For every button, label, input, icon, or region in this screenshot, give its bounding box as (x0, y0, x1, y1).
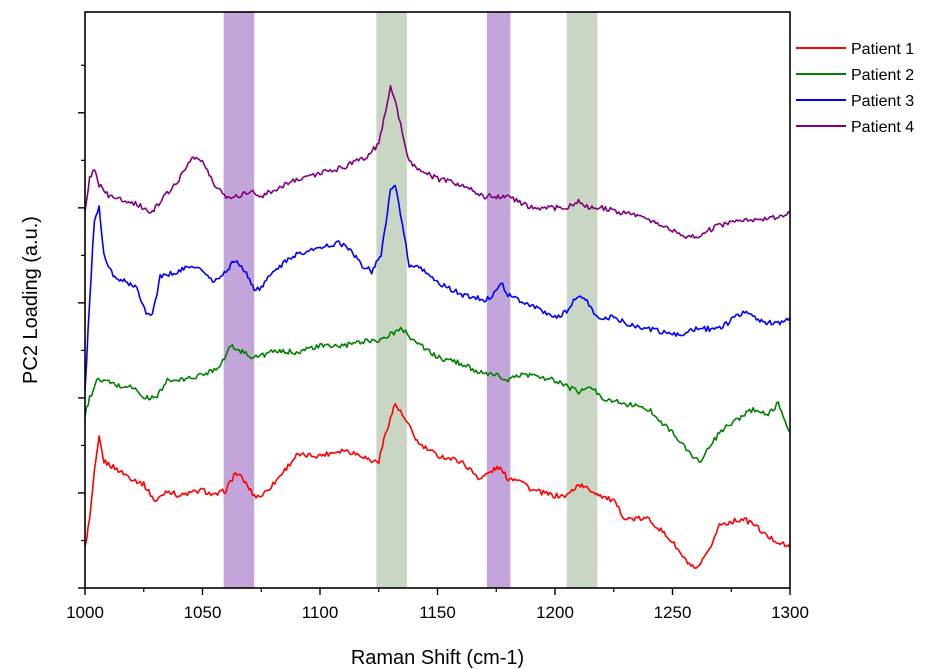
series-line-2 (84, 326, 791, 463)
legend-label-2: Patient 2 (851, 67, 914, 84)
plot-frame (84, 11, 791, 589)
series-lines (84, 85, 791, 569)
highlight-band-2 (376, 12, 407, 588)
highlight-band-4 (566, 12, 598, 588)
series-line-3 (84, 184, 791, 391)
y-axis-title: PC2 Loading (a.u.) (20, 216, 42, 384)
x-tick-label: 1150 (419, 603, 456, 622)
x-tick-label: 1300 (771, 603, 809, 622)
x-tick-label: 1000 (66, 603, 104, 622)
x-tick-label: 1200 (536, 603, 574, 622)
legend-label-3: Patient 3 (851, 93, 914, 110)
highlight-band-1 (223, 12, 255, 588)
highlight-band-3 (486, 12, 511, 588)
x-axis-title: Raman Shift (cm-1) (351, 647, 524, 669)
legend-label-4: Patient 4 (851, 119, 914, 136)
x-tick-labels: 1000 1050 1100 1150 1200 1250 1300 (66, 603, 809, 622)
series-line-1 (84, 403, 791, 569)
legend: Patient 1 Patient 2 Patient 3 Patient 4 (796, 41, 914, 136)
series-line-4 (84, 85, 791, 240)
highlight-bands (223, 12, 598, 588)
x-tick-label: 1250 (654, 603, 692, 622)
x-tick-label: 1100 (302, 603, 339, 622)
legend-label-1: Patient 1 (851, 41, 914, 58)
axis-ticks (78, 64, 791, 595)
x-tick-label: 1050 (184, 603, 222, 622)
